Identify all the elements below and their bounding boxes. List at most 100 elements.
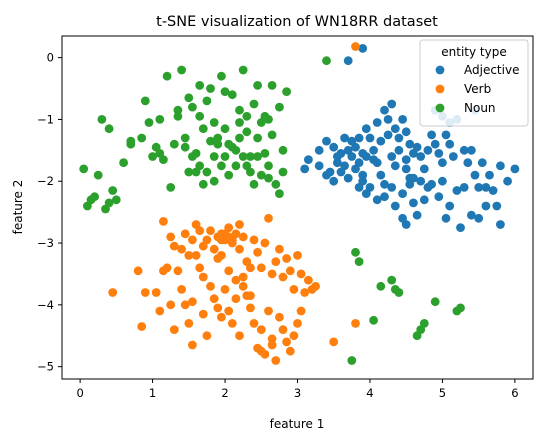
data-point-verb — [246, 303, 255, 313]
data-point-adjective — [354, 133, 364, 143]
data-point-adjective — [401, 164, 411, 174]
data-point-verb — [227, 235, 237, 245]
data-point-verb — [188, 235, 197, 245]
data-point-noun — [387, 275, 397, 285]
data-point-adjective — [380, 105, 389, 115]
data-point-adjective — [401, 127, 411, 137]
data-point-verb — [271, 356, 281, 365]
data-point-verb — [253, 247, 262, 257]
data-point-adjective — [333, 158, 342, 168]
data-point-verb — [249, 319, 259, 328]
data-point-noun — [264, 115, 273, 124]
data-point-verb — [133, 266, 143, 276]
data-point-noun — [148, 152, 158, 161]
data-point-adjective — [343, 56, 353, 66]
data-point-verb — [238, 232, 248, 242]
data-point-verb — [293, 251, 302, 260]
legend-label-adjective: Adjective — [464, 63, 519, 77]
data-point-adjective — [459, 145, 469, 155]
data-point-adjective — [336, 167, 346, 177]
data-point-noun — [188, 152, 197, 161]
data-point-noun — [184, 167, 194, 177]
data-point-adjective — [438, 176, 447, 186]
data-point-adjective — [405, 139, 415, 149]
x-tick-label: 0 — [76, 386, 83, 400]
data-point-adjective — [383, 130, 393, 140]
data-point-verb — [198, 272, 208, 282]
data-point-noun — [144, 118, 154, 127]
data-point-adjective — [419, 164, 429, 174]
data-point-noun — [184, 93, 194, 103]
data-point-verb — [177, 285, 187, 294]
data-point-noun — [394, 288, 404, 297]
data-point-adjective — [467, 210, 476, 220]
data-point-adjective — [340, 133, 349, 143]
series-verb — [108, 42, 360, 365]
data-point-adjective — [322, 136, 331, 146]
data-point-verb — [155, 306, 165, 316]
data-point-noun — [198, 179, 208, 189]
data-point-adjective — [441, 130, 451, 140]
data-point-adjective — [394, 133, 404, 143]
data-point-noun — [173, 105, 183, 115]
data-point-noun — [227, 142, 237, 152]
data-point-adjective — [409, 198, 418, 208]
data-point-verb — [282, 254, 291, 263]
data-point-adjective — [503, 176, 512, 186]
y-tick-label: −2 — [37, 174, 54, 188]
data-point-verb — [264, 213, 273, 223]
data-point-noun — [351, 247, 360, 257]
data-point-verb — [246, 263, 255, 273]
data-point-adjective — [416, 176, 426, 186]
data-point-verb — [293, 319, 302, 328]
data-point-adjective — [445, 139, 455, 149]
data-point-verb — [224, 266, 234, 276]
data-point-noun — [267, 81, 277, 90]
data-point-noun — [354, 257, 364, 266]
data-point-adjective — [470, 170, 480, 180]
data-point-adjective — [369, 155, 378, 165]
data-point-verb — [235, 220, 244, 229]
data-point-adjective — [419, 195, 429, 205]
data-point-noun — [231, 161, 241, 171]
data-point-adjective — [496, 220, 505, 229]
data-point-noun — [220, 124, 230, 134]
data-point-verb — [231, 294, 241, 304]
data-point-verb — [271, 257, 281, 266]
data-point-noun — [180, 133, 190, 143]
data-point-noun — [278, 145, 288, 155]
data-point-noun — [198, 124, 208, 134]
data-point-adjective — [376, 136, 386, 146]
data-point-verb — [209, 294, 219, 304]
data-point-verb — [166, 300, 176, 310]
data-point-verb — [151, 288, 161, 297]
data-point-verb — [249, 235, 259, 245]
data-point-noun — [253, 133, 262, 143]
data-point-verb — [195, 263, 205, 273]
data-point-noun — [242, 161, 252, 171]
data-point-adjective — [300, 164, 310, 174]
data-point-adjective — [423, 145, 433, 155]
data-point-verb — [206, 226, 215, 236]
data-point-adjective — [387, 183, 397, 192]
x-tick-label: 6 — [511, 386, 518, 400]
x-tick-label: 5 — [439, 386, 446, 400]
data-point-adjective — [398, 115, 407, 124]
data-point-adjective — [361, 189, 371, 199]
data-point-noun — [180, 142, 190, 152]
data-point-verb — [311, 281, 320, 291]
y-tick-label: −5 — [37, 360, 54, 374]
data-point-verb — [108, 288, 118, 297]
data-point-noun — [209, 176, 219, 186]
x-axis-label: feature 1 — [270, 417, 325, 431]
data-point-noun — [260, 149, 270, 158]
data-point-noun — [322, 56, 331, 66]
data-point-noun — [246, 152, 255, 161]
data-point-adjective — [347, 136, 357, 146]
data-point-noun — [278, 167, 288, 177]
data-point-noun — [220, 87, 230, 96]
data-point-adjective — [351, 164, 360, 174]
data-point-adjective — [358, 170, 368, 180]
data-point-noun — [173, 111, 183, 121]
legend-box — [419, 39, 529, 127]
